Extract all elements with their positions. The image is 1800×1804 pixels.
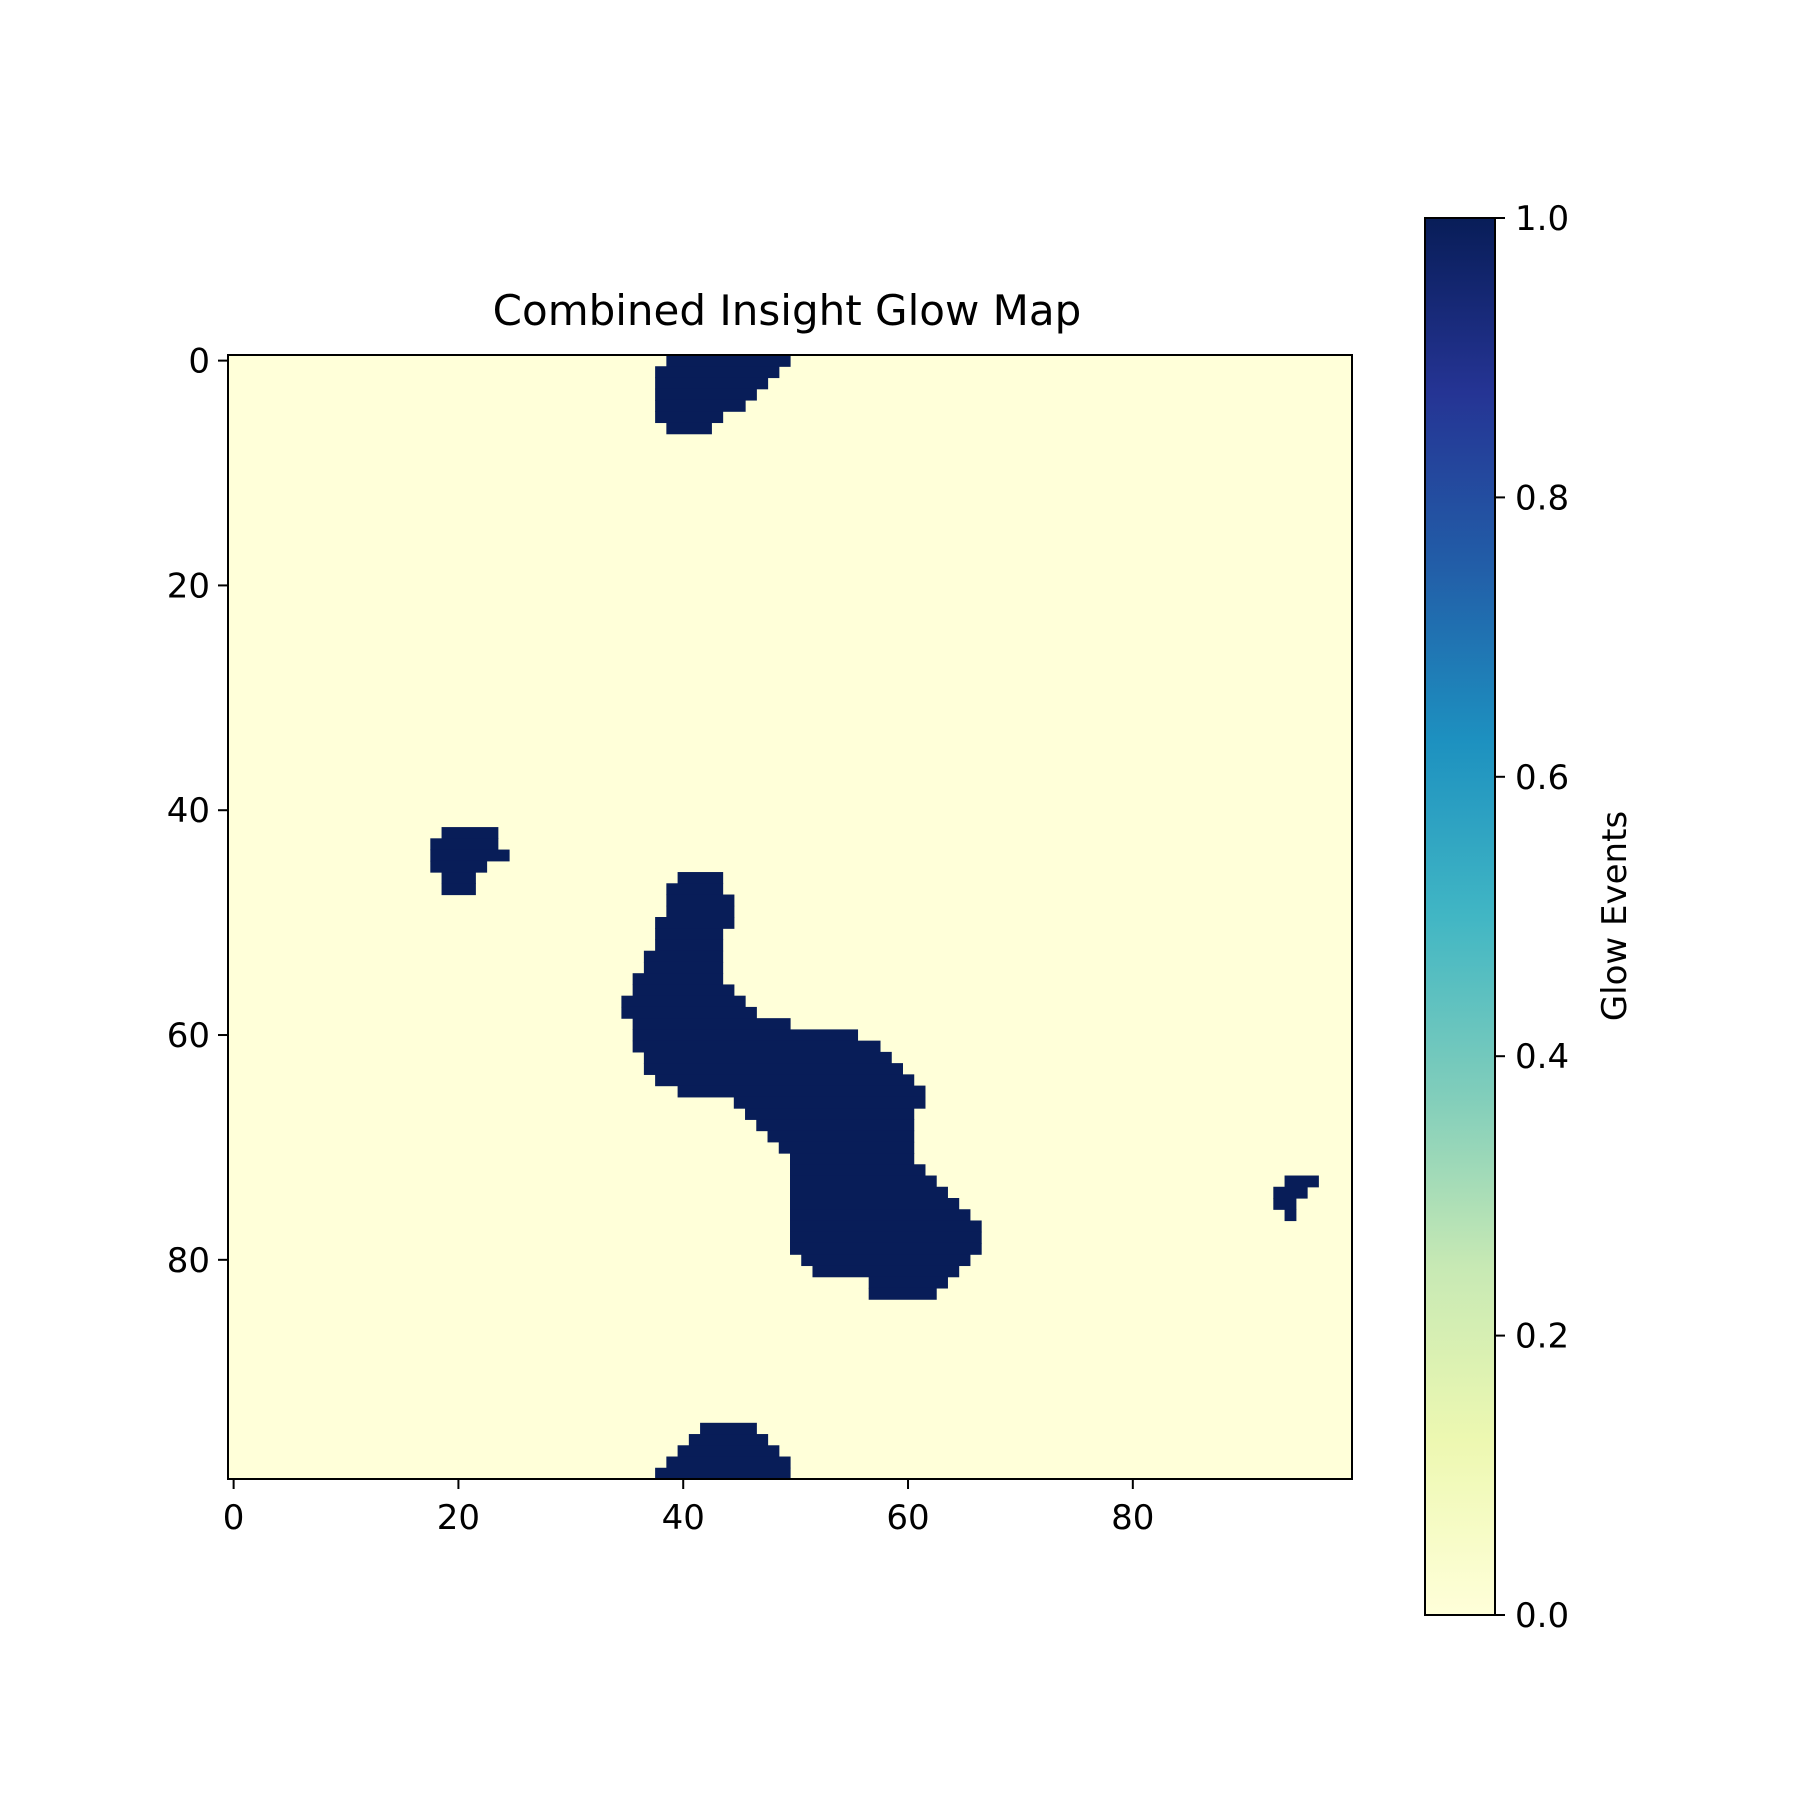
colorbar-tick-label: 0.4 <box>1515 1037 1569 1077</box>
heatmap-cell-run <box>677 1445 780 1458</box>
heatmap-cell-run <box>632 1029 859 1042</box>
heatmap-cell-run <box>790 1220 982 1233</box>
heatmap-cell-run <box>430 860 488 873</box>
heatmap-cell-run <box>655 377 769 390</box>
heatmap-cell-run <box>655 939 724 952</box>
x-tick-label: 80 <box>1111 1498 1154 1538</box>
heatmap-cell-run <box>655 411 724 424</box>
heatmap-cell-run <box>700 1422 757 1435</box>
heatmap-cell-run <box>733 1096 926 1109</box>
colorbar-label: Glow Events <box>1595 811 1635 1021</box>
heatmap-cell-run <box>621 1006 757 1019</box>
heatmap-cell-run <box>778 1141 915 1154</box>
colorbar-tick-label: 0.6 <box>1515 758 1569 798</box>
heatmap-cell-run <box>643 950 724 963</box>
x-tick-label: 20 <box>437 1498 480 1538</box>
heatmap-cell-run <box>621 995 746 1008</box>
heatmap-cell-run <box>430 849 510 862</box>
heatmap-cell-run <box>790 1164 926 1177</box>
heatmap-cell-run <box>666 883 724 896</box>
chart-title: Combined Insight Glow Map <box>493 286 1082 335</box>
x-axis: 0 20 40 60 80 <box>223 1479 1154 1538</box>
colorbar <box>1424 217 1496 1616</box>
heatmap-cell-run <box>666 422 712 435</box>
heatmap-cell-run <box>745 1108 915 1120</box>
heatmap-cell-run <box>767 1130 915 1143</box>
heatmap-cell-run <box>441 872 476 884</box>
heatmap-cell-run <box>801 1254 971 1267</box>
colorbar-tick-label: 0.0 <box>1515 1596 1569 1636</box>
heatmap-cell-run <box>441 827 499 839</box>
heatmap-cell-run <box>868 1287 937 1300</box>
heatmap-cell-run <box>655 366 780 379</box>
y-tick-label: 40 <box>167 791 210 831</box>
y-tick-label: 20 <box>167 566 210 606</box>
heatmap-cell-run <box>790 1175 937 1188</box>
x-tick-label: 40 <box>662 1498 705 1538</box>
y-tick-label: 0 <box>188 342 210 382</box>
heatmap-cell-run <box>666 1456 791 1469</box>
heatmap-cell-run <box>677 872 724 884</box>
heatmap-cell-run <box>643 961 724 974</box>
heatmap-cell-run <box>655 917 735 929</box>
heatmap-cell-run <box>655 1074 915 1087</box>
heatmap-cell-run <box>790 1242 982 1255</box>
x-tick-label: 0 <box>223 1498 245 1538</box>
heatmap-cell-run <box>812 1265 960 1278</box>
heatmap-background <box>228 355 1352 1479</box>
heatmap-cell-run <box>1284 1209 1297 1222</box>
heatmap-cell-run <box>632 1018 791 1030</box>
heatmap-cell-run <box>688 1434 769 1446</box>
heatmap-cell-run <box>677 1085 926 1098</box>
heatmap-cell-run <box>655 388 757 401</box>
y-tick-label: 60 <box>167 1016 210 1056</box>
colorbar-tick-label: 0.2 <box>1515 1317 1569 1357</box>
heatmap-cell-run <box>643 1051 892 1064</box>
heatmap-cell-run <box>655 1467 791 1480</box>
heatmap-cell-run <box>790 1186 948 1199</box>
heatmap-cell-run <box>632 973 724 986</box>
colorbar-axis: 0.0 0.2 0.4 0.6 0.8 1.0 <box>1495 199 1569 1636</box>
heatmap-cell-run <box>655 399 746 412</box>
heatmap-cell-run <box>655 928 724 941</box>
x-tick-label: 60 <box>886 1498 929 1538</box>
heatmap-cells <box>430 355 1319 1480</box>
heatmap-cell-run <box>666 905 735 918</box>
heatmap-cell-run <box>790 1231 982 1244</box>
heatmap-cell-run <box>790 1209 971 1222</box>
y-axis: 0 20 40 60 80 <box>167 342 228 1281</box>
y-tick-label: 80 <box>167 1241 210 1281</box>
heatmap-cell-run <box>632 1040 881 1053</box>
colorbar-tick-label: 0.8 <box>1515 478 1569 518</box>
heatmap-cell-run <box>430 838 499 851</box>
heatmap-cell-run <box>790 1153 915 1165</box>
colorbar-tick-label: 1.0 <box>1515 199 1569 239</box>
heatmap-cell-run <box>666 355 791 367</box>
heatmap-cell-run <box>790 1198 960 1210</box>
heatmap-cell-run <box>1273 1186 1308 1199</box>
heatmap-cell-run <box>756 1119 915 1132</box>
heatmap-cell-run <box>643 1063 903 1075</box>
heatmap-cell-run <box>441 883 476 896</box>
plot-frame <box>227 354 1353 1480</box>
heatmap-cell-run <box>632 984 735 997</box>
heatmap-cell-run <box>1284 1175 1319 1188</box>
heatmap-cell-run <box>868 1276 948 1289</box>
heatmap-cell-run <box>666 894 735 907</box>
heatmap-cell-run <box>1273 1198 1297 1210</box>
